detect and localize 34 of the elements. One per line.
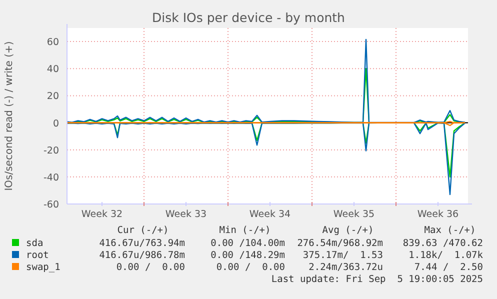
x-tick-label: Week 35: [333, 209, 375, 220]
text: 1.18k/ 1.07k: [397, 250, 484, 261]
text: 416.67u/986.78m: [99, 250, 186, 261]
legend-label: root: [26, 250, 49, 261]
text: 416.67u/763.94m: [99, 238, 186, 249]
x-tick-label: Week 32: [81, 209, 123, 220]
y-tick-label: -40: [43, 172, 59, 184]
text: 0.00 /148.29m: [210, 250, 286, 261]
y-tick-label: 20: [46, 91, 59, 102]
text: 375.17m/ 1.53: [302, 250, 383, 261]
legend-label: swap_1: [26, 262, 61, 273]
text: Min (-/+): [219, 225, 271, 236]
y-tick-label: -20: [43, 145, 59, 156]
chart-title: Disk IOs per device - by month: [152, 10, 345, 25]
legend-label: sda: [26, 238, 44, 249]
text: Avg (-/+): [322, 225, 374, 236]
text: 276.54m/968.92m: [297, 238, 384, 249]
text: 7.44 / 2.50: [414, 262, 484, 273]
x-tick-label: Week 34: [249, 209, 291, 220]
text: 0.00 /104.00m: [210, 238, 286, 249]
text: Max (-/+): [424, 225, 476, 236]
y-tick-label: 40: [46, 64, 59, 76]
x-tick-label: Week 36: [417, 209, 459, 220]
y-tick-label: 60: [46, 37, 59, 48]
x-tick-label: Week 33: [165, 209, 207, 220]
text: 2.24m/363.72u: [308, 262, 383, 273]
text: 0.00 / 0.00: [116, 262, 186, 273]
text: Last update: Fri Sep 5 19:00:05 2025: [271, 274, 483, 285]
y-tick-label: -60: [43, 200, 59, 210]
text: 839.63 /470.62: [402, 238, 483, 249]
text: Cur (-/+): [117, 225, 169, 236]
y-axis-title: IOs/second read (-) / write (+): [4, 41, 15, 191]
text: 0.00 / 0.00: [216, 262, 286, 273]
y-tick-label: 0: [52, 118, 59, 130]
